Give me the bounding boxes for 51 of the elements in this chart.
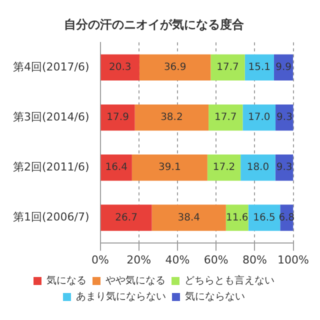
data-label: 20.3 [108,62,132,74]
y-tick-label: 第3回(2014/6) [13,110,90,124]
y-tick-label: 第1回(2006/7) [13,210,90,224]
chart-title: 自分の汗のニオイが気になる度合 [64,17,245,32]
x-tick-label: 20% [126,253,152,266]
legend-label: 気にならない [185,292,245,303]
legend-label: どちらとも言えない [184,274,274,287]
data-label: 38.2 [160,112,183,124]
legend-label: あまり気にならない [76,292,166,303]
y-tick-label: 第4回(2017/6) [13,60,90,74]
data-label: 17.0 [248,112,270,124]
data-label: 16.5 [253,212,276,224]
bar [244,54,274,81]
data-label: 18.0 [246,162,270,174]
y-tick-label: 第2回(2011/6) [13,160,90,174]
data-label: 17.9 [106,112,129,124]
bar [242,104,276,131]
bar [132,154,208,181]
x-tick-label: 100% [278,253,310,266]
data-label: 17.7 [214,112,237,124]
data-label: 16.4 [105,162,128,174]
legend-label: やや気になる [106,276,166,287]
data-label: 15.1 [248,62,271,74]
x-tick-label: 80% [242,253,267,266]
data-label: 17.2 [212,162,236,174]
data-label: 38.4 [178,212,200,224]
data-label: 9.3 [276,162,292,174]
bar [240,154,276,181]
bar [139,54,211,81]
bar [134,104,209,131]
x-tick-label: 60% [204,253,228,266]
data-label: 9.9 [276,62,292,74]
data-label: 17.7 [216,62,239,74]
bar [207,154,241,181]
bar [100,104,135,131]
bar [100,154,132,181]
bar [210,54,245,81]
data-label: 39.1 [158,162,181,174]
bar [248,204,280,231]
bar [208,104,243,131]
x-tick-label: 0% [92,253,110,266]
bar [100,204,152,231]
data-label: 11.6 [226,212,248,224]
data-label: 36.9 [164,62,186,74]
bar [100,54,140,81]
bar [152,204,226,231]
x-tick-label: 40% [165,253,190,266]
data-label: 9.3 [276,112,292,124]
bar [226,204,248,231]
legend-label: 気になる [46,276,86,287]
data-label: 26.7 [115,212,138,224]
